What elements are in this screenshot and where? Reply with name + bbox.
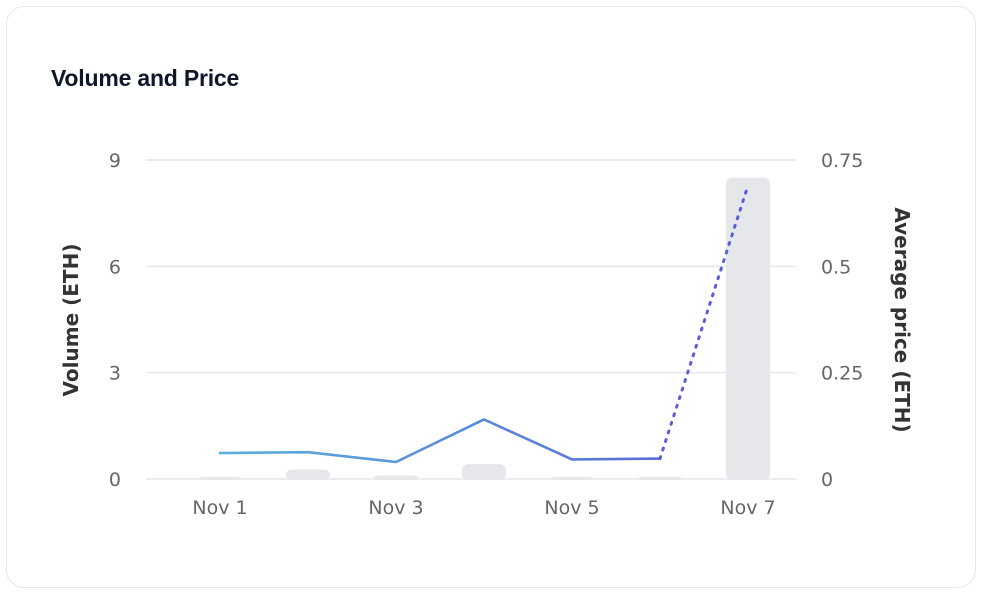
left-axis-title: Volume (ETH) [59,244,83,397]
grid-lines [146,159,796,480]
volume-bar [726,177,770,480]
chart-title: Volume and Price [51,65,240,91]
volume-bar [550,477,594,480]
price-line-solid [218,418,662,464]
volume-bar [638,476,682,480]
volume-bar [198,477,242,480]
volume-bar [286,469,330,480]
left-tick-label: 6 [109,256,121,278]
left-tick-label: 9 [109,150,121,172]
volume-bars [198,177,770,480]
x-tick-label: Nov 7 [720,497,775,519]
left-tick-label: 0 [109,469,121,491]
right-axis-ticks: 0.75 0.5 0.25 0 [821,150,863,491]
volume-bar [462,464,506,480]
right-tick-label: 0 [821,469,833,491]
x-tick-label: Nov 1 [192,497,247,519]
right-tick-label: 0.25 [821,363,863,385]
price-line [218,184,750,464]
x-axis-ticks: Nov 1 Nov 3 Nov 5 Nov 7 [192,497,775,519]
x-tick-label: Nov 3 [368,497,423,519]
right-tick-label: 0.5 [821,256,851,278]
left-axis-ticks: 9 6 3 0 [109,150,121,491]
x-tick-label: Nov 5 [544,497,599,519]
volume-bar [374,475,418,480]
left-tick-label: 3 [109,363,121,385]
chart-card: Volume and Price [6,6,976,588]
price-line-dotted [658,184,750,461]
right-axis-title: Average price (ETH) [890,207,914,432]
right-tick-label: 0.75 [821,150,863,172]
